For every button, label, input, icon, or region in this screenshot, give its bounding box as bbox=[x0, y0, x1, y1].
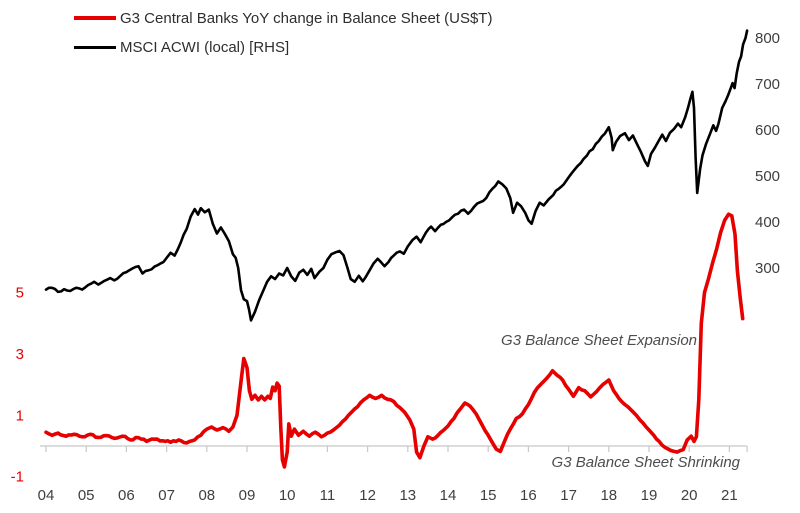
series-msci-line bbox=[44, 29, 749, 322]
x-tick-label: 15 bbox=[480, 487, 497, 504]
right-axis-tick-label: 600 bbox=[755, 122, 780, 139]
legend-item-g3: G3 Central Banks YoY change in Balance S… bbox=[74, 8, 492, 28]
series-g3-line bbox=[44, 212, 745, 469]
legend-swatch-g3-line bbox=[74, 16, 116, 20]
annotation-shrinking: G3 Balance Sheet Shrinking bbox=[551, 454, 740, 471]
x-tick-label: 14 bbox=[440, 487, 457, 504]
x-tick-label: 06 bbox=[118, 487, 135, 504]
left-axis-tick-label: 3 bbox=[16, 346, 24, 363]
x-tick-label: 19 bbox=[641, 487, 658, 504]
x-tick-label: 20 bbox=[681, 487, 698, 504]
x-tick-label: 08 bbox=[198, 487, 215, 504]
x-tick-label: 09 bbox=[239, 487, 256, 504]
left-axis-tick-label: 5 bbox=[16, 285, 24, 302]
x-tick-label: 16 bbox=[520, 487, 537, 504]
x-tick-label: 04 bbox=[38, 487, 55, 504]
right-axis-tick-label: 300 bbox=[755, 260, 780, 277]
left-axis-tick-label: -1 bbox=[11, 469, 24, 486]
x-tick-label: 21 bbox=[721, 487, 738, 504]
legend-swatch-msci-line bbox=[74, 45, 116, 49]
right-axis-tick-label: 500 bbox=[755, 168, 780, 185]
right-axis-tick-label: 700 bbox=[755, 76, 780, 93]
right-axis-tick-label: 800 bbox=[755, 30, 780, 47]
x-tick-label: 11 bbox=[320, 487, 336, 504]
legend-label-msci: MSCI ACWI (local) [RHS] bbox=[120, 38, 290, 56]
legend-label-g3: G3 Central Banks YoY change in Balance S… bbox=[120, 9, 493, 27]
x-tick-label: 10 bbox=[279, 487, 296, 504]
right-axis-tick-label: 400 bbox=[755, 214, 780, 231]
legend: G3 Central Banks YoY change in Balance S… bbox=[74, 8, 492, 57]
x-tick-label: 13 bbox=[399, 487, 416, 504]
legend-item-msci: MSCI ACWI (local) [RHS] bbox=[74, 37, 492, 57]
x-tick-label: 17 bbox=[560, 487, 577, 504]
x-tick-label: 07 bbox=[158, 487, 175, 504]
x-tick-label: 05 bbox=[78, 487, 95, 504]
annotation-expansion: G3 Balance Sheet Expansion bbox=[501, 332, 697, 349]
x-tick-label: 12 bbox=[359, 487, 376, 504]
left-axis-tick-label: 1 bbox=[16, 407, 24, 424]
x-tick-label: 18 bbox=[600, 487, 617, 504]
